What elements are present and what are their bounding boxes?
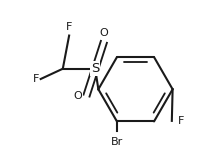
- Text: O: O: [74, 91, 83, 101]
- Text: F: F: [178, 116, 184, 126]
- Text: O: O: [99, 28, 108, 38]
- Text: Br: Br: [111, 137, 123, 147]
- Text: F: F: [32, 74, 39, 84]
- Text: F: F: [66, 22, 72, 32]
- Text: S: S: [91, 62, 99, 75]
